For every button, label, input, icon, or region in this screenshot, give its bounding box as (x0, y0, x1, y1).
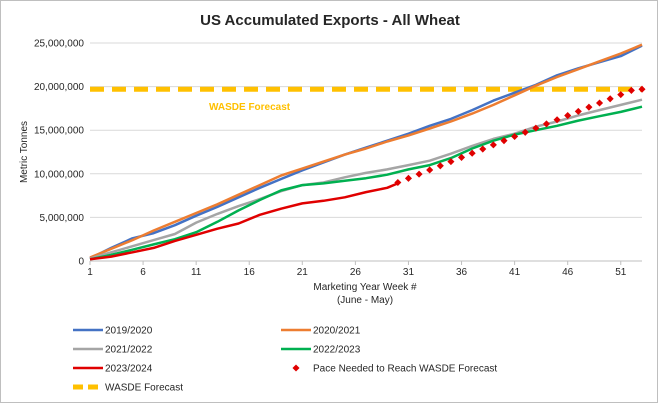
legend-label: 2021/2022 (105, 345, 153, 356)
pace-marker (553, 116, 561, 124)
x-tick-label: 46 (562, 267, 574, 278)
x-tick-label: 6 (140, 267, 146, 278)
x-tick-label: 26 (350, 267, 362, 278)
series-line-2020-2021 (89, 43, 643, 259)
x-axis-sublabel: (June - May) (337, 295, 393, 306)
legend-swatch-pace (292, 364, 300, 372)
pace-marker (521, 128, 529, 136)
pace-marker (574, 107, 582, 115)
pace-marker (542, 120, 550, 128)
x-tick-label: 1 (87, 267, 93, 278)
x-axis-label: Marketing Year Week # (313, 282, 417, 293)
series-group (89, 43, 646, 261)
legend-label: 2019/2020 (105, 326, 153, 337)
y-tick-label: 20,000,000 (34, 82, 84, 93)
x-tick-label: 16 (244, 267, 256, 278)
pace-marker (468, 149, 476, 157)
y-tick-label: 15,000,000 (34, 126, 84, 137)
pace-marker (617, 91, 625, 99)
series-line-2023-2024 (89, 182, 399, 261)
x-tick-label: 51 (615, 267, 627, 278)
pace-marker (426, 166, 434, 174)
pace-marker (585, 103, 593, 111)
legend-label: 2023/2024 (105, 364, 153, 375)
wasde-forecast-group: WASDE Forecast (90, 86, 642, 113)
pace-marker (596, 99, 604, 107)
chart-title: US Accumulated Exports - All Wheat (200, 12, 460, 29)
pace-marker (489, 141, 497, 149)
y-tick-label: 25,000,000 (34, 39, 84, 50)
x-tick-label: 41 (509, 267, 521, 278)
x-tick-label: 36 (456, 267, 468, 278)
pace-marker (458, 153, 466, 161)
pace-marker (500, 137, 508, 145)
pace-marker (415, 170, 423, 178)
y-tick-label: 0 (78, 257, 84, 268)
y-tick-label: 10,000,000 (34, 169, 84, 180)
legend: 2019/2020 2020/2021 2021/2022 2022/2023 2023… (73, 326, 497, 394)
legend-label: WASDE Forecast (105, 383, 183, 394)
pace-marker (394, 178, 402, 187)
y-axis-ticks: 0 5,000,000 10,000,000 15,000,000 20,000,000… (34, 39, 85, 268)
pace-marker (404, 174, 412, 182)
y-tick-label: 5,000,000 (40, 213, 85, 224)
pace-marker (627, 86, 635, 94)
pace-marker (447, 158, 455, 166)
x-tick-label: 11 (191, 267, 202, 278)
pace-marker (479, 145, 487, 153)
y-axis-label: Metric Tonnes (19, 121, 30, 183)
pace-marker (532, 124, 540, 132)
x-axis-ticks: 1 6 11 16 21 26 31 36 41 46 51 (87, 261, 627, 278)
legend-label: Pace Needed to Reach WASDE Forecast (313, 364, 497, 375)
pace-marker (436, 162, 444, 170)
x-tick-label: 31 (403, 267, 415, 278)
series-line-2021-2022 (89, 98, 643, 260)
x-tick-label: 21 (297, 267, 309, 278)
series-line-2022-2023 (89, 105, 643, 261)
legend-label: 2020/2021 (313, 326, 361, 337)
pace-marker (606, 95, 614, 103)
pace-marker (638, 85, 646, 93)
pace-marker (564, 112, 572, 120)
wasde-forecast-label: WASDE Forecast (209, 102, 291, 113)
legend-label: 2022/2023 (313, 345, 361, 356)
